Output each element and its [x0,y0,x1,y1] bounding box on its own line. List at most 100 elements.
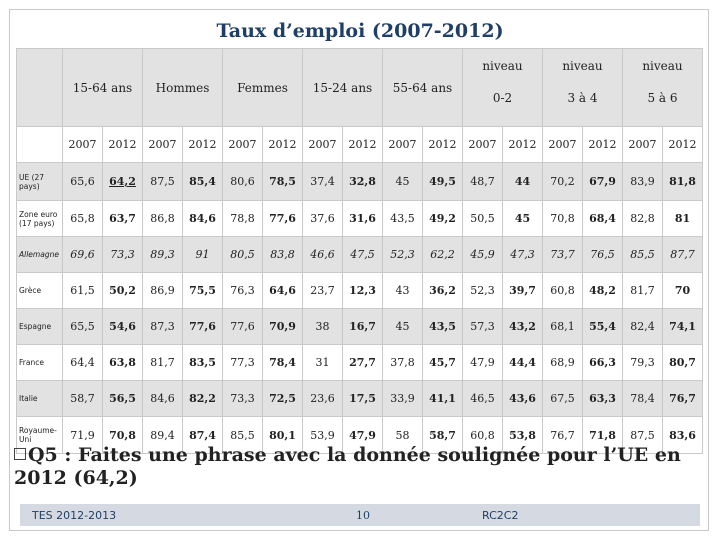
value-cell: 89,4 [142,416,183,454]
value-cell: 23,6 [302,380,343,417]
value-cell: 73,7 [542,236,583,273]
value-cell: 50,5 [462,200,503,237]
group-header-5: niveau 0-2 [462,48,543,127]
table-row: Espagne 65,5 54,6 87,3 77,6 77,6 70,9 38 16,7 45 4… [16,308,703,345]
value-cell: 48,7 [462,162,503,201]
table-row: Zone euro (17 pays) 65,8 63,7 86,8 84,6 78,8 7… [16,200,703,237]
value-cell: 81,7 [622,272,663,309]
year-header: 2007 [142,126,183,163]
value-cell: 47,9 [342,416,383,454]
group-range: 0-2 [492,91,513,105]
group-label: niveau [562,59,603,73]
value-cell: 83,6 [662,416,703,454]
value-cell: 52,3 [382,236,423,273]
value-cell: 82,4 [622,308,663,345]
group-label: niveau [482,59,523,73]
value-cell: 53,9 [302,416,343,454]
value-cell: 87,7 [662,236,703,273]
country-cell: Grèce [16,272,63,309]
value-cell: 62,2 [422,236,463,273]
value-cell: 12,3 [342,272,383,309]
value-cell: 87,5 [622,416,663,454]
value-cell: 77,6 [182,308,223,345]
value-cell: 44 [502,162,543,201]
value-cell: 64,6 [262,272,303,309]
value-cell: 70 [662,272,703,309]
question-text: Q5 : Faites une phrase avec la donnée so… [14,444,704,490]
value-cell: 78,8 [222,200,263,237]
value-cell: 85,5 [622,236,663,273]
value-cell: 68,4 [582,200,623,237]
value-cell: 64,4 [62,344,103,381]
value-cell: 86,8 [142,200,183,237]
year-header: 2012 [662,126,703,163]
value-cell: 49,2 [422,200,463,237]
value-cell: 73,3 [102,236,143,273]
value-cell: 75,5 [182,272,223,309]
value-cell: 43,2 [502,308,543,345]
value-cell: 43 [382,272,423,309]
group-header-6: niveau 3 à 4 [542,48,623,127]
group-header-0: 15-64 ans [62,48,143,127]
country-cell: France [16,344,63,381]
question-label: Q5 : Faites une phrase avec la donnée so… [14,444,681,489]
value-cell: 43,6 [502,380,543,417]
value-cell: 16,7 [342,308,383,345]
value-cell: 87,5 [142,162,183,201]
value-cell: 47,3 [502,236,543,273]
year-header: 2007 [462,126,503,163]
value-cell: 43,5 [382,200,423,237]
value-cell: 81 [662,200,703,237]
checkbox-bullet-icon [14,448,26,460]
group-range: 3 à 4 [567,91,598,105]
year-header: 2012 [342,126,383,163]
group-range: 5 à 6 [647,91,678,105]
value-cell: 36,2 [422,272,463,309]
table-row: France 64,4 63,8 81,7 83,5 77,3 78,4 31 27,7 37,8… [16,344,703,381]
value-cell: 47,9 [462,344,503,381]
value-cell: 82,2 [182,380,223,417]
value-cell: 63,3 [582,380,623,417]
value-cell: 76,3 [222,272,263,309]
group-label: 55-64 ans [392,81,453,95]
value-cell: 71,8 [582,416,623,454]
value-cell: 66,3 [582,344,623,381]
value-cell: 87,4 [182,416,223,454]
value-cell: 50,2 [102,272,143,309]
value-cell: 83,8 [262,236,303,273]
value-cell: 45 [382,308,423,345]
value-cell: 82,8 [622,200,663,237]
value-cell: 85,4 [182,162,223,201]
value-cell: 77,6 [262,200,303,237]
table-row: UE (27 pays) 65,6 64,2 87,5 85,4 80,6 78,5 37,4… [16,162,703,201]
footer-page-number: 10 [356,509,370,522]
country-cell: Italie [16,380,63,417]
country-cell: Royaume-Uni [16,416,63,454]
value-cell: 91 [182,236,223,273]
value-cell: 79,3 [622,344,663,381]
value-cell: 58,7 [62,380,103,417]
header-row-groups: 15-64 ans Hommes Femmes 15-24 ans 55-64 ans n… [16,48,703,127]
year-header: 2012 [262,126,303,163]
year-header: 2007 [542,126,583,163]
value-cell: 89,3 [142,236,183,273]
value-cell: 27,7 [342,344,383,381]
value-cell: 84,6 [182,200,223,237]
group-label: 15-64 ans [72,81,133,95]
value-cell: 43,5 [422,308,463,345]
value-cell: 77,6 [222,308,263,345]
header-row-years: 2007 2012 2007 2012 2007 2012 2007 2012 2007 2012… [16,126,703,163]
country-cell: Espagne [16,308,63,345]
value-cell: 68,9 [542,344,583,381]
years-corner-cell [16,126,63,163]
value-cell: 73,3 [222,380,263,417]
value-cell: 31 [302,344,343,381]
value-cell: 56,5 [102,380,143,417]
year-header: 2012 [102,126,143,163]
slide-frame [9,9,709,531]
value-cell: 78,5 [262,162,303,201]
footer-course: TES 2012-2013 [32,509,117,522]
value-cell: 68,1 [542,308,583,345]
year-header: 2007 [62,126,103,163]
value-cell: 53,8 [502,416,543,454]
